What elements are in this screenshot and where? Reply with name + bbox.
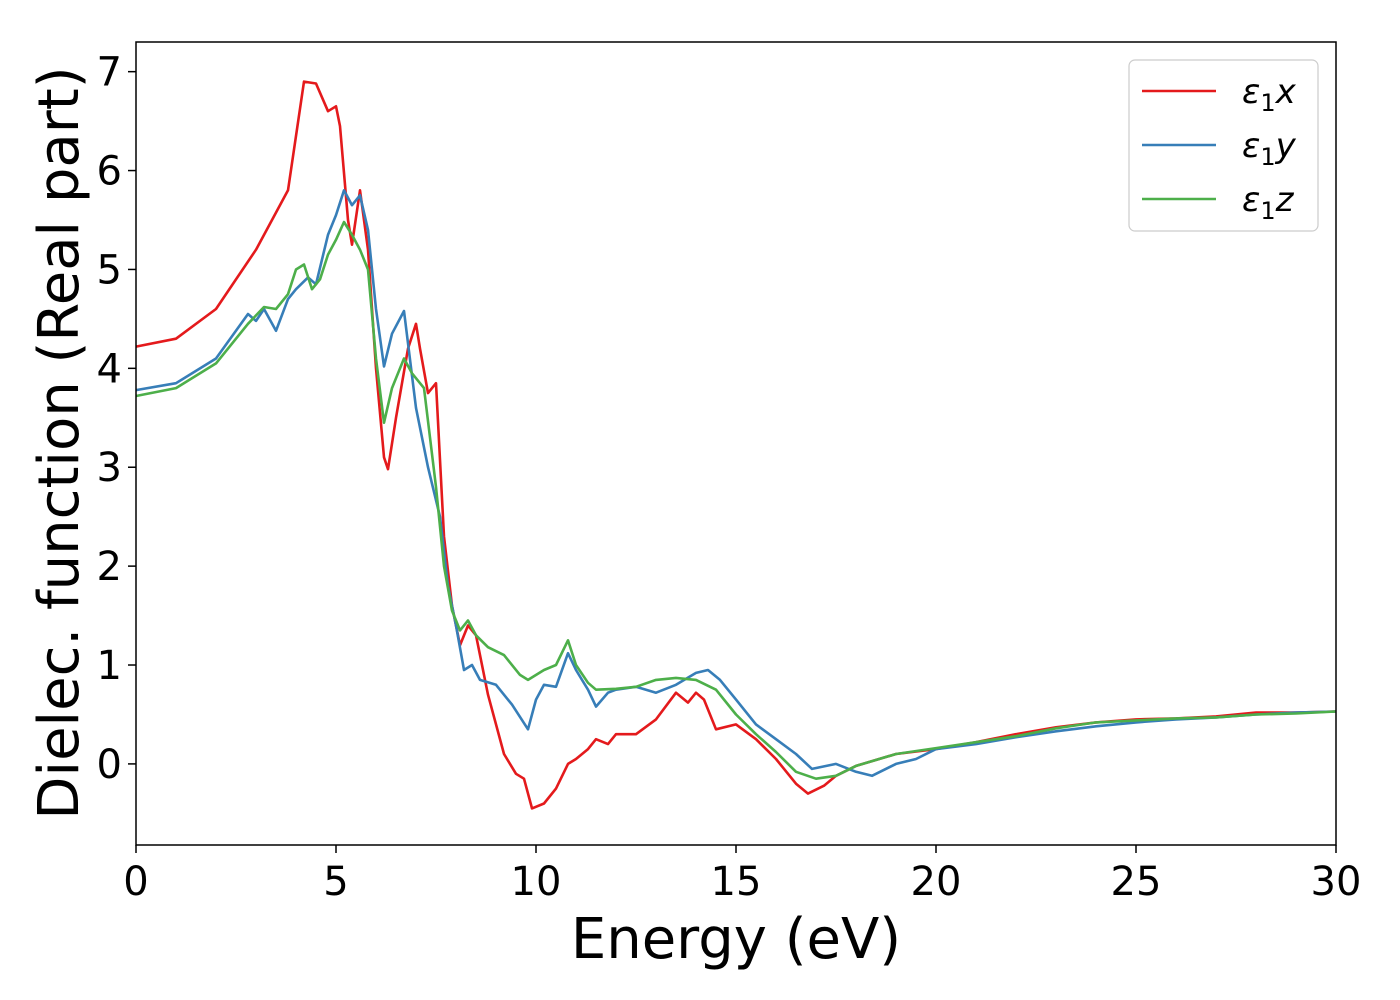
- y-tick-label: 1: [97, 643, 122, 689]
- x-axis-label: Energy (eV): [571, 907, 901, 972]
- y-tick-label: 7: [97, 50, 122, 96]
- x-tick-label: 15: [711, 859, 762, 905]
- y-tick-label: 5: [97, 247, 122, 293]
- x-axis-ticks: 0 5 10 15 20 25 30: [123, 845, 1361, 905]
- x-tick-label: 25: [1111, 859, 1162, 905]
- y-tick-label: 0: [97, 742, 122, 788]
- x-tick-label: 5: [323, 859, 348, 905]
- legend-label-y: ε1y: [1242, 126, 1297, 171]
- y-tick-label: 6: [97, 149, 122, 195]
- x-tick-label: 30: [1311, 859, 1362, 905]
- plot-frame: [135, 41, 1337, 846]
- x-tick-label: 20: [911, 859, 962, 905]
- legend: ε1x ε1y ε1z: [1128, 59, 1319, 232]
- y-tick-label: 2: [97, 544, 122, 590]
- legend-label-z: ε1z: [1242, 180, 1295, 225]
- x-tick-label: 0: [123, 859, 148, 905]
- series-line-y: [135, 189, 1337, 778]
- x-tick-label: 10: [511, 859, 562, 905]
- y-tick-label: 3: [97, 445, 122, 491]
- y-axis-ticks: 0 1 2 3 4 5 6 7: [97, 50, 136, 788]
- series-line-z: [135, 220, 1337, 780]
- legend-label-x: ε1x: [1242, 72, 1297, 117]
- y-axis-label: Dielec. function (Real part): [27, 66, 92, 819]
- y-tick-label: 4: [97, 346, 122, 392]
- series-layer: [135, 80, 1337, 810]
- legend-box: [1128, 59, 1319, 232]
